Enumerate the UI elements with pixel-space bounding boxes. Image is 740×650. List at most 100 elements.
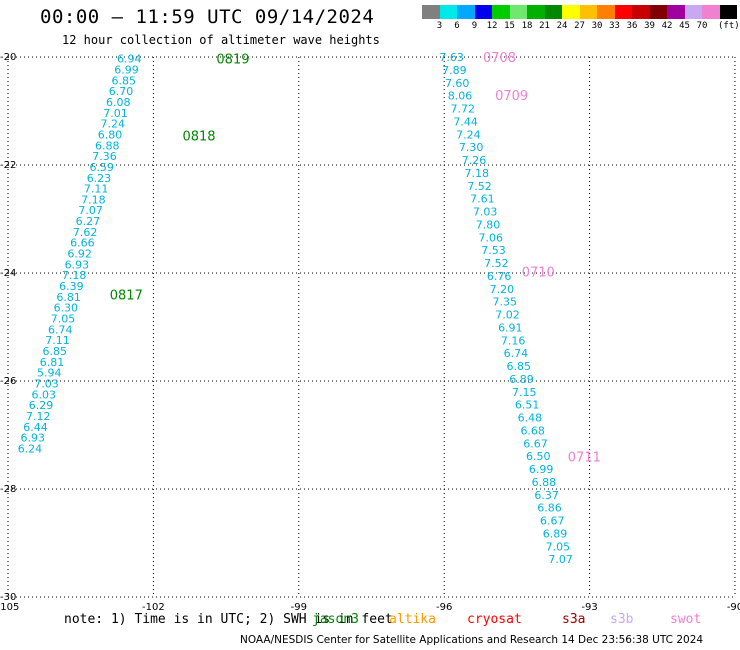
wave-height-value: 7.24	[456, 128, 481, 141]
wave-height-value: 6.74	[48, 323, 73, 336]
wave-height-value: 7.89	[442, 64, 467, 77]
wave-height-value: 7.01	[103, 107, 128, 120]
wave-height-value: 7.11	[84, 183, 109, 196]
color-swatch	[474, 5, 492, 19]
wave-height-value: 6.68	[520, 424, 545, 437]
wave-height-value: 7.18	[465, 167, 490, 180]
credit-line: NOAA/NESDIS Center for Satellite Applica…	[240, 634, 704, 646]
wave-height-value: 6.99	[114, 63, 139, 76]
wave-height-value: 6.92	[67, 248, 92, 261]
wave-height-value: 6.66	[70, 237, 95, 250]
color-scale-label: 3	[436, 21, 443, 31]
map-title: 00:00 – 11:59 UTC 09/14/2024	[40, 6, 375, 28]
color-swatch	[579, 5, 597, 19]
color-scale-label: 12	[486, 21, 498, 31]
wave-height-value: 6.30	[54, 302, 79, 315]
color-scale-labels: 3 6 9 12 15 18 21 24 27 30 33 36 39 42 45 70	[422, 21, 711, 31]
color-scale-label: 39	[644, 21, 655, 31]
wave-height-value: 6.94	[117, 53, 142, 66]
wave-height-value: 6.51	[515, 399, 540, 412]
latitude-tick-label: -24	[0, 268, 16, 279]
wave-height-value: 7.07	[548, 553, 573, 566]
color-swatch	[422, 5, 440, 19]
mission-s3b: s3b	[610, 612, 634, 627]
wave-height-value: 7.63	[439, 51, 464, 64]
wave-height-value: 6.67	[523, 437, 548, 450]
wave-height-value: 6.23	[87, 172, 112, 185]
mission-swot: swot	[670, 612, 702, 627]
wave-height-value: 7.53	[481, 244, 506, 257]
wave-height-value: 7.72	[451, 103, 476, 116]
color-scale-label: 45	[679, 21, 690, 31]
wave-height-value: 7.12	[26, 410, 50, 423]
wave-height-value: 6.59	[89, 161, 114, 174]
color-swatch	[649, 5, 667, 19]
color-swatch	[597, 5, 615, 19]
wave-height-value: 7.30	[459, 141, 484, 154]
map-subtitle: 12 hour collection of altimeter wave hei…	[62, 33, 380, 47]
color-swatch	[632, 5, 650, 19]
wave-height-value: 6.67	[540, 515, 565, 528]
wave-height-value: 6.80	[98, 128, 123, 141]
color-scale-unit: (ft)	[718, 21, 740, 31]
wave-height-value: 6.85	[112, 74, 137, 87]
color-scale-label: 15	[504, 21, 515, 31]
wave-height-value: 6.44	[23, 421, 48, 434]
mission-jason3: jason3	[312, 612, 359, 627]
color-scale-label: 30	[591, 21, 603, 31]
wave-height-value: 6.89	[543, 527, 568, 540]
color-swatch	[439, 5, 457, 19]
wave-height-value: 7.62	[73, 226, 98, 239]
color-scale-label: 27	[574, 21, 585, 31]
color-scale-label: 42	[661, 21, 673, 31]
wave-height-value: 6.85	[506, 360, 531, 373]
color-swatch	[684, 5, 702, 19]
color-swatch	[492, 5, 510, 19]
mission-s3a: s3a	[562, 612, 586, 627]
wave-height-value: 6.86	[537, 502, 562, 515]
color-swatch	[719, 5, 737, 19]
wave-height-value: 6.88	[532, 476, 557, 489]
pass-time-label: 0709	[495, 89, 528, 104]
wave-height-value: 6.29	[29, 399, 54, 412]
pass-time-label: 0710	[522, 265, 555, 280]
wave-height-value: 7.03	[34, 378, 59, 391]
wave-height-value: 6.08	[106, 96, 131, 109]
pass-time-label: 0819	[216, 53, 249, 68]
wave-height-value: 6.48	[518, 412, 543, 425]
mission-cryosat: cryosat	[467, 612, 522, 627]
wave-height-value: 7.20	[490, 283, 514, 296]
pass-time-label: 0708	[483, 51, 516, 66]
wave-height-value: 6.74	[504, 347, 529, 360]
pass-time-label: 0711	[568, 451, 601, 466]
color-scale-label: 21	[539, 21, 550, 31]
wave-height-value: 7.15	[512, 386, 537, 399]
wave-height-value: 7.36	[92, 150, 117, 163]
longitude-tick-label: -93	[581, 602, 597, 613]
footer-note: note: 1) Time is in UTC; 2) SWH is in fe…	[64, 612, 393, 627]
color-scale-label: 18	[521, 21, 533, 31]
wave-height-value: 6.70	[109, 85, 134, 98]
latitude-tick-label: -22	[0, 160, 16, 171]
wave-height-value: 6.88	[95, 139, 120, 152]
color-scale-label: 36	[626, 21, 638, 31]
pass-time-label: 0818	[182, 129, 215, 144]
wave-height-value: 6.91	[498, 321, 523, 334]
wave-height-value: 7.80	[476, 218, 501, 231]
wave-height-color-scale	[422, 5, 737, 19]
color-scale-label: 24	[556, 21, 568, 31]
color-swatch	[457, 5, 475, 19]
wave-height-value: 7.06	[478, 231, 503, 244]
wave-height-value: 7.07	[78, 204, 103, 217]
color-swatch	[527, 5, 545, 19]
wave-height-value: 6.99	[529, 463, 554, 476]
color-scale-label: 6	[454, 21, 460, 31]
wave-height-value: 7.35	[492, 296, 516, 309]
pass-time-label: 0817	[110, 289, 143, 304]
color-swatch	[509, 5, 527, 19]
wave-height-value: 7.24	[100, 118, 125, 131]
longitude-tick-label: -105	[0, 602, 19, 613]
wave-height-value: 7.52	[467, 180, 492, 193]
wave-height-value: 7.11	[45, 334, 69, 347]
wave-height-value: 5.94	[37, 367, 62, 380]
